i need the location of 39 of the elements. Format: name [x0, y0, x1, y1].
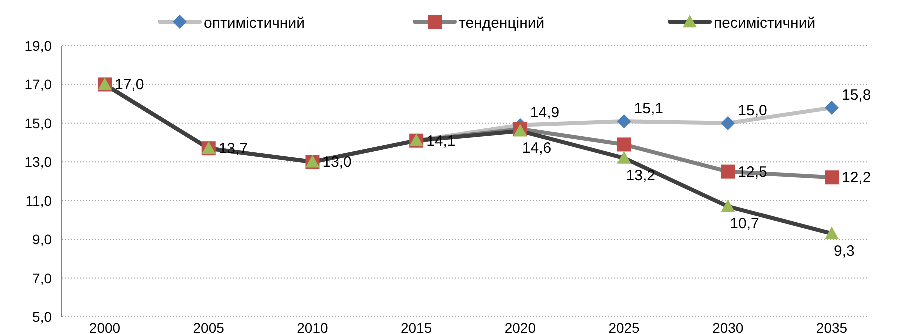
point — [825, 226, 839, 240]
point — [721, 116, 736, 130]
point — [825, 100, 839, 115]
y-tick-label: 9,0 — [32, 232, 52, 248]
point — [617, 151, 632, 164]
x-tick-label: 2015 — [400, 320, 432, 334]
point — [721, 200, 736, 212]
legend-label: оптимістичний — [204, 15, 305, 32]
x-tick-label: 2000 — [89, 320, 121, 334]
point — [825, 170, 839, 185]
y-tick-label: 7,0 — [32, 270, 52, 286]
y-tick-label: 19,0 — [24, 38, 52, 54]
data-label: 15,1 — [634, 100, 664, 118]
data-label: 15,8 — [842, 86, 872, 104]
data-label: 13,0 — [322, 154, 352, 172]
legend-label: тенденціний — [459, 15, 545, 32]
y-tick-label: 15,0 — [24, 115, 52, 132]
data-label: 9,3 — [834, 242, 855, 260]
x-tick-label: 2005 — [193, 320, 225, 334]
point — [617, 138, 632, 152]
data-label: 10,7 — [730, 216, 760, 233]
y-tick-label: 17,0 — [24, 76, 52, 93]
x-tick-label: 2035 — [816, 320, 848, 334]
point — [721, 164, 736, 179]
x-tick-label: 2020 — [504, 320, 536, 334]
data-label: 14,9 — [530, 104, 560, 122]
data-label: 13,2 — [626, 167, 656, 184]
y-tick-label: 11,0 — [26, 192, 52, 209]
y-tick-label: 13,0 — [24, 154, 52, 170]
x-tick-label: 2010 — [297, 320, 328, 334]
data-label: 17,0 — [115, 76, 144, 94]
x-tick-label: 2030 — [712, 320, 744, 334]
data-label: 15,0 — [738, 102, 768, 120]
data-label: 14,6 — [522, 140, 552, 158]
data-label: 12,2 — [842, 170, 872, 187]
y-tick-label: 5,0 — [32, 309, 52, 325]
point — [617, 114, 632, 128]
x-tick-label: 2025 — [608, 320, 640, 334]
legend-label: песимістичний — [714, 15, 816, 32]
